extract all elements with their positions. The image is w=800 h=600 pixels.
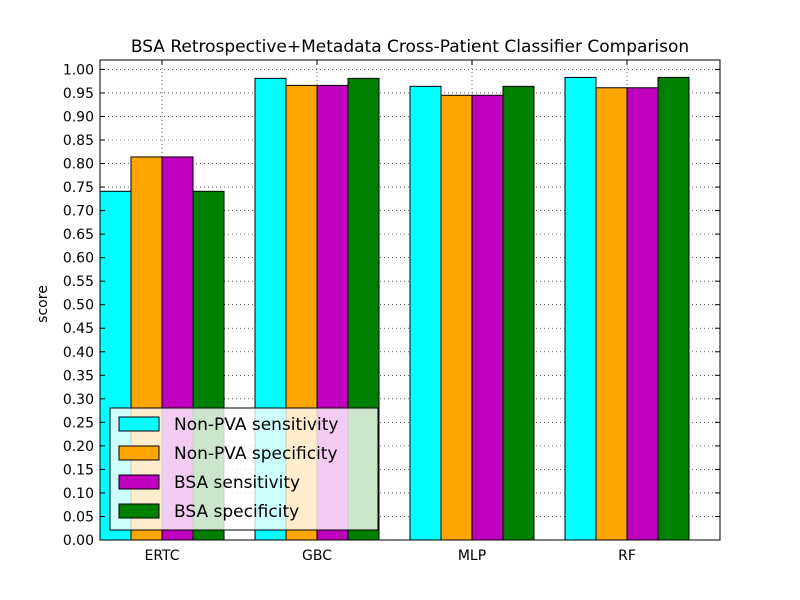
legend-label: BSA specificity — [174, 502, 299, 522]
y-tick-label: 0.45 — [63, 321, 94, 337]
y-tick-label: 0.00 — [63, 533, 94, 549]
legend-label: Non-PVA specificity — [174, 444, 338, 464]
plot-frame — [99, 59, 721, 541]
y-tick-label: 0.70 — [63, 204, 94, 220]
bar — [471, 94, 504, 541]
y-tick-label: 0.40 — [63, 345, 94, 361]
legend: Non-PVA sensitivity Non-PVA specificity BS… — [109, 407, 379, 531]
legend-swatch — [118, 445, 160, 461]
x-tick-label: ERTC — [144, 548, 179, 564]
y-tick-label: 0.75 — [63, 180, 94, 196]
bar — [502, 85, 535, 541]
y-tick-label: 0.10 — [63, 486, 94, 502]
chart-title: BSA Retrospective+Metadata Cross-Patient… — [131, 37, 689, 57]
x-tick-label: RF — [618, 548, 636, 564]
bar — [564, 76, 597, 541]
y-tick-label: 1.00 — [63, 62, 94, 78]
legend-swatch — [118, 503, 160, 519]
y-tick-label: 0.35 — [63, 368, 94, 384]
y-tick-label: 0.95 — [63, 86, 94, 102]
bar — [595, 87, 628, 541]
y-tick-label: 0.20 — [63, 439, 94, 455]
bar — [409, 85, 442, 541]
y-axis-label: score — [35, 285, 51, 323]
y-tick-label: 0.55 — [63, 274, 94, 290]
y-tick-label: 0.85 — [63, 133, 94, 149]
y-tick-label: 0.30 — [63, 392, 94, 408]
y-tick-label: 0.65 — [63, 227, 94, 243]
legend-label: Non-PVA sensitivity — [174, 415, 338, 435]
y-tick-label: 0.90 — [63, 109, 94, 125]
legend-swatch — [118, 416, 160, 432]
y-tick-label: 0.25 — [63, 415, 94, 431]
bar — [657, 76, 690, 541]
x-tick-label: MLP — [458, 548, 486, 564]
axes: 0.00 0.05 0.10 0.15 0.20 0.25 0.30 0.35 0.40 0.45… — [63, 59, 721, 564]
y-tick-label: 0.05 — [63, 509, 94, 525]
bar — [440, 94, 473, 541]
bar — [626, 87, 659, 541]
y-tick-label: 0.80 — [63, 157, 94, 173]
y-tick-label: 0.15 — [63, 462, 94, 478]
y-tick-label: 0.50 — [63, 298, 94, 314]
legend-label: BSA sensitivity — [174, 473, 300, 493]
y-tick-label: 0.60 — [63, 251, 94, 267]
x-tick-label: GBC — [302, 548, 332, 564]
legend-swatch — [118, 474, 160, 490]
